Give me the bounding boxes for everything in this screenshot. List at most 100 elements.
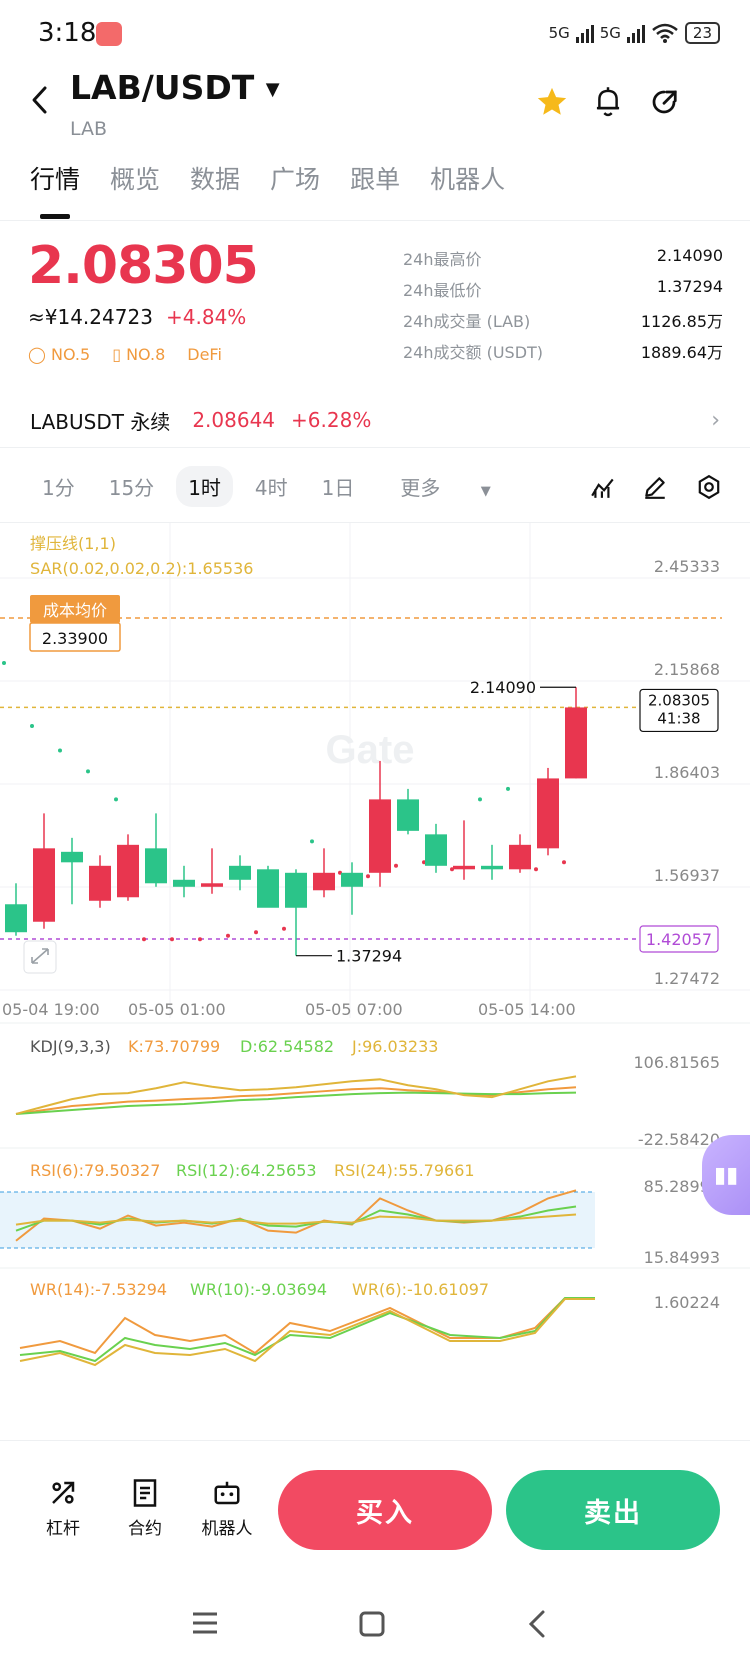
tab-data[interactable]: 数据 xyxy=(190,165,241,194)
perpetual-price: 2.08644 xyxy=(192,408,276,432)
sar-dot xyxy=(2,661,6,666)
caret-down-icon: ▼ xyxy=(480,484,491,499)
support-price-label: 1.42057 xyxy=(646,930,712,949)
kdj-k-label: K:73.70799 xyxy=(128,1037,220,1056)
sar-dot xyxy=(394,863,398,868)
x-tick-label: 05-05 14:00 xyxy=(478,1000,576,1019)
margin-button[interactable]: 杠杆 xyxy=(38,1478,88,1539)
high-marker: 2.14090 xyxy=(470,678,536,697)
indicator-icon xyxy=(591,478,614,498)
network-label-2: 5G xyxy=(599,24,621,42)
timeframe-15m[interactable]: 15分 xyxy=(108,476,155,500)
sar-dot xyxy=(114,797,118,802)
stat-label: 24h成交量 (LAB) xyxy=(403,312,531,331)
timeframe-1m[interactable]: 1分 xyxy=(42,476,75,500)
tab-overview[interactable]: 概览 xyxy=(110,165,161,194)
rsi24-line xyxy=(15,1213,577,1226)
price-change: +4.84% xyxy=(166,305,247,329)
status-time: 3:18 xyxy=(38,18,97,48)
y-tick-label: 1.56937 xyxy=(654,866,720,885)
price-chart[interactable]: Gate 2.45333 2.15868 1.86403 1.56937 1.27472… xyxy=(0,523,750,1440)
stat-row: 24h最高价 2.14090 xyxy=(403,246,723,277)
candle-body xyxy=(145,848,167,884)
status-bar: 3:18 5G 5G 23 xyxy=(0,0,750,70)
countdown-label: 41:38 xyxy=(657,709,700,727)
support-price-box xyxy=(639,925,719,953)
stat-row: 24h成交量 (LAB) 1126.85万 xyxy=(403,308,723,339)
stat-label: 24h成交额 (USDT) xyxy=(403,343,544,362)
candle-body xyxy=(285,872,307,908)
sar-dot xyxy=(282,926,286,931)
futures-button[interactable]: 合约 xyxy=(120,1478,170,1539)
chart-settings-button[interactable] xyxy=(690,468,728,506)
stat-row: 24h最低价 1.37294 xyxy=(403,277,723,308)
tab-square[interactable]: 广场 xyxy=(270,165,321,194)
home-icon[interactable] xyxy=(358,1610,386,1638)
y-tick-label: 2.45333 xyxy=(654,557,720,576)
indicators-button[interactable] xyxy=(584,468,622,506)
candle-body xyxy=(173,879,195,887)
sar-dot xyxy=(478,797,482,802)
menu-icon[interactable] xyxy=(190,1610,220,1636)
cost-label: 成本均价 xyxy=(43,601,107,620)
timeframe-1d[interactable]: 1日 xyxy=(321,476,355,500)
perpetual-link[interactable]: LABUSDT 永续 2.08644 +6.28% › xyxy=(0,395,750,445)
candle-body xyxy=(369,799,391,873)
perpetual-name: LABUSDT 永续 xyxy=(30,409,171,434)
kdj-j-line xyxy=(15,1075,577,1115)
x-axis: 05-04 19:00 05-05 01:00 05-05 07:00 05-05 1… xyxy=(2,1000,576,1019)
chart-grid xyxy=(0,523,750,1018)
cost-label-bg xyxy=(30,595,120,623)
kdj-d-label: D:62.54582 xyxy=(240,1037,334,1056)
alert-button[interactable] xyxy=(588,82,628,122)
wr14-label: WR(14):-7.53294 xyxy=(30,1280,167,1299)
tab-bot[interactable]: 机器人 xyxy=(430,165,506,194)
wr14-line xyxy=(19,1297,595,1355)
sar-dot xyxy=(198,937,202,942)
wr6-line xyxy=(19,1298,595,1367)
sar-dots xyxy=(2,661,566,942)
y-tick-label: 1.27472 xyxy=(654,969,720,988)
candle-body xyxy=(397,799,419,831)
candles xyxy=(5,687,587,956)
rank-tags: ◯ NO.5 ▯ NO.8 DeFi xyxy=(28,345,222,364)
sar-dot xyxy=(534,867,538,872)
wr6-label: WR(6):-10.61097 xyxy=(352,1280,489,1299)
favorite-button[interactable] xyxy=(532,82,572,122)
draw-button[interactable] xyxy=(636,468,674,506)
timeframe-1h[interactable]: 1时 xyxy=(176,466,233,507)
candle-body xyxy=(537,778,559,849)
tab-copy-trade[interactable]: 跟单 xyxy=(350,165,401,194)
network-label-1: 5G xyxy=(548,24,570,42)
rsi-lines xyxy=(15,1189,577,1242)
buy-button[interactable]: 买入 xyxy=(278,1470,492,1550)
timeframe-more[interactable]: 更多 ▼ xyxy=(376,466,524,507)
hot-rank-label: NO.5 xyxy=(51,345,91,364)
sell-button[interactable]: 卖出 xyxy=(506,1470,720,1550)
sector-rank-tag[interactable]: ▯ NO.8 xyxy=(112,345,165,364)
bot-button[interactable]: 机器人 xyxy=(192,1478,262,1539)
hot-rank-tag[interactable]: ◯ NO.5 xyxy=(28,345,90,364)
battery-indicator: 23 xyxy=(684,22,720,44)
candle-body xyxy=(61,851,83,863)
back-nav-icon[interactable] xyxy=(526,1608,548,1640)
tab-market[interactable]: 行情 xyxy=(30,165,81,194)
share-button[interactable] xyxy=(644,82,684,122)
assistant-bubble[interactable]: ▮▮ xyxy=(702,1135,750,1215)
divider xyxy=(0,447,750,448)
candle-body xyxy=(117,844,139,898)
rsi-min-label: 15.84993 xyxy=(644,1248,720,1267)
candle-body xyxy=(481,865,503,870)
caret-down-icon: ▼ xyxy=(265,79,280,100)
gear-icon xyxy=(698,474,720,500)
stat-value: 1126.85万 xyxy=(640,312,723,331)
pair-selector[interactable]: LAB/USDT ▼ xyxy=(70,68,280,107)
timeframe-4h[interactable]: 4时 xyxy=(254,476,288,500)
expand-icon xyxy=(31,948,49,964)
sar-dot xyxy=(562,860,566,865)
back-button[interactable] xyxy=(24,82,54,118)
stat-value: 2.14090 xyxy=(656,246,723,265)
wr10-line xyxy=(19,1297,595,1363)
category-tag[interactable]: DeFi xyxy=(187,345,222,364)
status-indicators: 5G 5G 23 xyxy=(549,22,720,44)
